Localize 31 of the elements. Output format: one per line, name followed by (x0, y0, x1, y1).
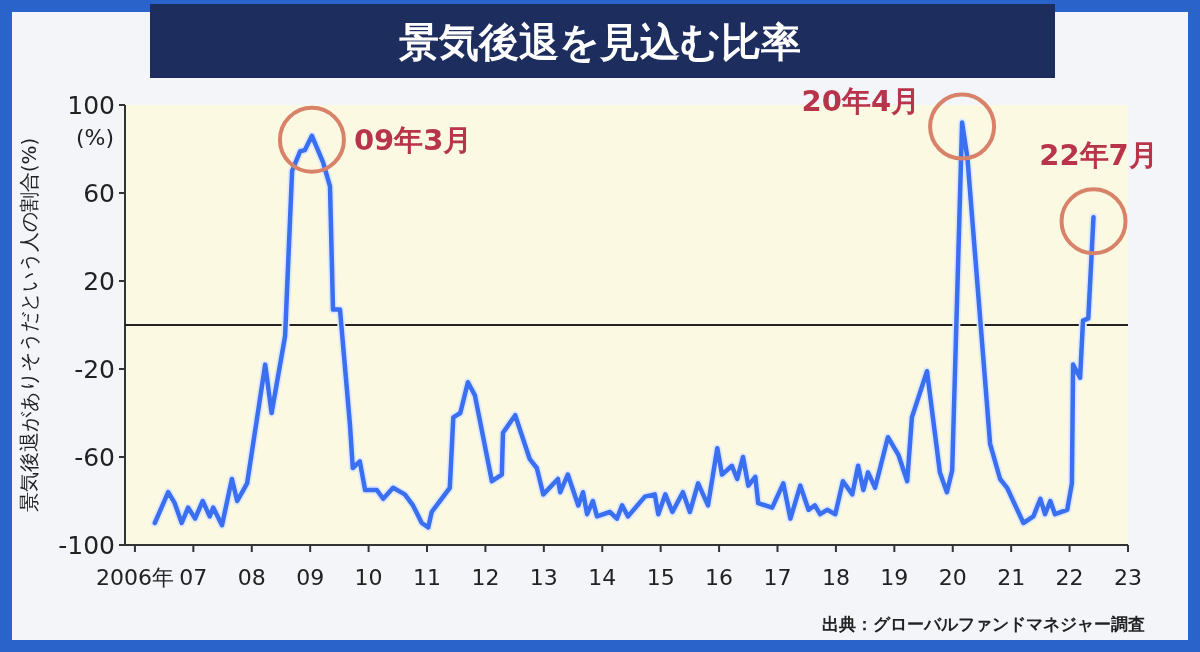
x-tick-label: 21 (997, 565, 1026, 590)
x-tick-label: 2006年 (95, 565, 174, 590)
x-tick-label: 09 (296, 565, 325, 590)
x-tick-label: 07 (179, 565, 208, 590)
annotation: 09年3月 (353, 122, 473, 157)
y-tick-label: 100 (67, 91, 115, 120)
annotation: 22年7月 (1039, 138, 1158, 173)
x-tick-label: 22 (1055, 565, 1084, 590)
y-axis-title: 景気後退がありそうだという人の割合(%) (17, 137, 41, 513)
x-tick-label: 17 (763, 565, 792, 590)
x-tick-label: 12 (471, 565, 500, 590)
text: (%) (75, 125, 115, 150)
y-tick-label: -100 (58, 531, 115, 560)
annotation: 20年4月 (801, 83, 921, 118)
x-tick-label: 18 (821, 565, 850, 590)
x-tick-label: 20 (938, 565, 967, 590)
y-tick-label: -20 (74, 355, 115, 384)
x-tick-label: 13 (529, 565, 558, 590)
x-tick-label: 08 (237, 565, 266, 590)
x-tick-label: 23 (1114, 565, 1142, 590)
source-note: 出典：グローバルファンドマネジャー調査 (822, 614, 1145, 634)
x-tick-label: 15 (646, 565, 675, 590)
x-tick-label: 14 (588, 565, 617, 590)
y-tick-label: 60 (83, 179, 115, 208)
x-tick-label: 11 (413, 565, 442, 590)
x-tick-label: 16 (705, 565, 734, 590)
x-tick-label: 10 (354, 565, 383, 590)
chart-title: 景気後退を見込む比率 (398, 19, 801, 65)
y-tick-label: -60 (74, 443, 115, 472)
x-tick-label: 19 (880, 565, 909, 590)
y-tick-label: 20 (83, 267, 115, 296)
